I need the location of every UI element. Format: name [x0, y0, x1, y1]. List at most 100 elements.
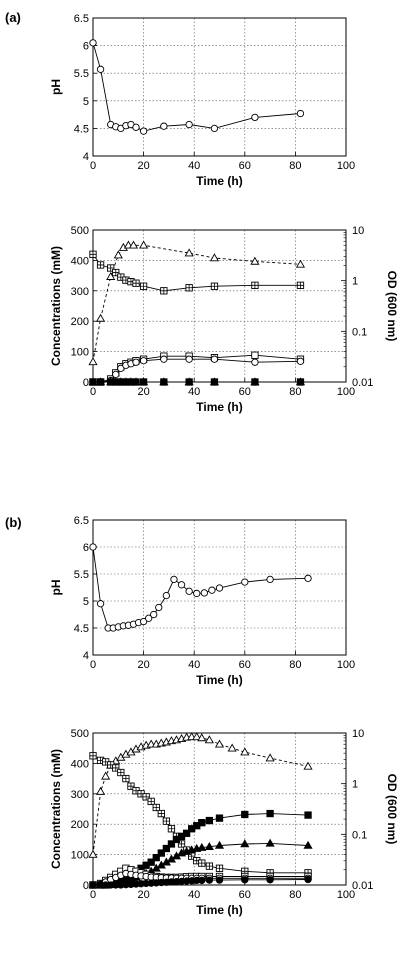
- x-axis-label: Time (h): [196, 903, 242, 917]
- series-line: [92, 244, 301, 362]
- data-point: [296, 281, 305, 289]
- data-point: [241, 876, 249, 884]
- data-point: [205, 816, 214, 825]
- data-point: [214, 840, 225, 849]
- x-axis-label: Time (h): [196, 174, 242, 188]
- data-point: [147, 858, 155, 866]
- data-point: [122, 774, 130, 783]
- data-point: [89, 543, 97, 551]
- data-point: [162, 817, 171, 825]
- series-0-open-circle: [89, 543, 312, 632]
- x-tick-label: 0: [90, 160, 96, 172]
- data-point: [162, 591, 171, 600]
- data-point: [197, 733, 207, 742]
- series-line: [92, 755, 308, 874]
- x-axis-label: Time (h): [196, 400, 242, 414]
- data-point: [198, 876, 206, 885]
- x-tick-label: 40: [188, 659, 200, 671]
- panel-a-label: (a): [5, 10, 21, 25]
- series-line: [92, 254, 301, 292]
- data-point: [240, 839, 250, 848]
- data-point: [160, 355, 168, 363]
- x-tick-label: 60: [239, 889, 251, 901]
- y-tick-label: 5: [83, 96, 89, 108]
- data-point: [132, 123, 140, 131]
- data-point: [251, 281, 259, 289]
- chart-a-ph: 0 20 40 60 80 100 4 4.5 5 5.5 6 6.5 Time (h) pH: [49, 13, 355, 188]
- data-point: [101, 771, 111, 780]
- y-tick-label: 400: [71, 758, 89, 770]
- y-tick-label: 5: [83, 596, 89, 608]
- y2-tick-label: 0.1: [352, 829, 367, 841]
- chart-b-ph: 0 20 40 60 80 100 4 4.5 5 5.5 6 6.5 Time (h) pH: [49, 515, 355, 687]
- y-tick-label: 300: [71, 789, 89, 801]
- plot-frame: [92, 519, 347, 656]
- plot-frame: [92, 17, 347, 157]
- data-point: [185, 284, 193, 292]
- data-point: [112, 268, 120, 277]
- y-tick-label: 6.5: [74, 515, 89, 527]
- data-point: [215, 876, 224, 884]
- y-tick-label: 200: [71, 819, 89, 831]
- data-point: [117, 768, 125, 777]
- x-tick-label: 60: [239, 160, 251, 172]
- x-tick-label: 100: [337, 160, 355, 172]
- data-point: [200, 589, 208, 597]
- y-tick-label: 300: [71, 286, 89, 298]
- data-point: [304, 811, 312, 819]
- x-tick-label: 80: [289, 160, 301, 172]
- data-point: [139, 378, 148, 386]
- data-point: [139, 240, 149, 249]
- data-point: [96, 65, 105, 73]
- data-point: [209, 253, 220, 262]
- data-point: [210, 124, 219, 133]
- data-point: [184, 248, 194, 257]
- x-tick-label: 0: [90, 386, 96, 398]
- plot-frame: [92, 732, 347, 886]
- x-tick-label: 100: [337, 386, 355, 398]
- data-point: [185, 587, 193, 595]
- y-tick-label: 0: [83, 377, 89, 389]
- y2-axis-label: OD (600 nm): [385, 774, 399, 845]
- y-tick-label: 5.5: [74, 569, 89, 581]
- data-point: [265, 753, 275, 762]
- y-tick-label: 500: [71, 225, 89, 237]
- y-tick-label: 0: [83, 880, 89, 892]
- series-0-open-triangle: [88, 732, 313, 858]
- x-tick-label: 0: [90, 889, 96, 901]
- y-axis-label: pH: [49, 580, 63, 596]
- data-point: [241, 578, 249, 586]
- data-point: [304, 875, 312, 884]
- data-point: [205, 876, 214, 884]
- data-point: [96, 378, 105, 386]
- panel-b-label: (b): [5, 515, 22, 530]
- data-point: [193, 589, 201, 598]
- data-point: [152, 853, 160, 862]
- x-tick-label: 20: [137, 889, 149, 901]
- y-tick-label: 500: [71, 728, 89, 740]
- data-point: [227, 743, 237, 752]
- series-1-boxed-plus: [89, 250, 305, 295]
- y-tick-label: 6: [83, 41, 89, 53]
- y-tick-label: 200: [71, 316, 89, 328]
- y-tick-label: 4: [83, 650, 89, 662]
- data-point: [96, 786, 106, 795]
- data-point: [142, 793, 150, 801]
- data-point: [167, 840, 176, 848]
- data-point: [132, 378, 140, 386]
- y2-tick-label: 10: [352, 728, 364, 740]
- data-point: [208, 586, 216, 594]
- x-tick-label: 60: [239, 659, 251, 671]
- data-point: [240, 747, 250, 756]
- y2-tick-label: 10: [352, 225, 364, 237]
- data-point: [296, 357, 305, 365]
- series-6-filled-circle: [89, 378, 305, 386]
- data-point: [89, 752, 97, 760]
- series-0-open-circle: [89, 39, 305, 135]
- y-tick-label: 400: [71, 255, 89, 267]
- data-point: [157, 809, 165, 818]
- y-tick-label: 4.5: [74, 623, 89, 635]
- data-point: [160, 122, 168, 130]
- y-tick-label: 100: [71, 347, 89, 359]
- data-point: [266, 575, 274, 584]
